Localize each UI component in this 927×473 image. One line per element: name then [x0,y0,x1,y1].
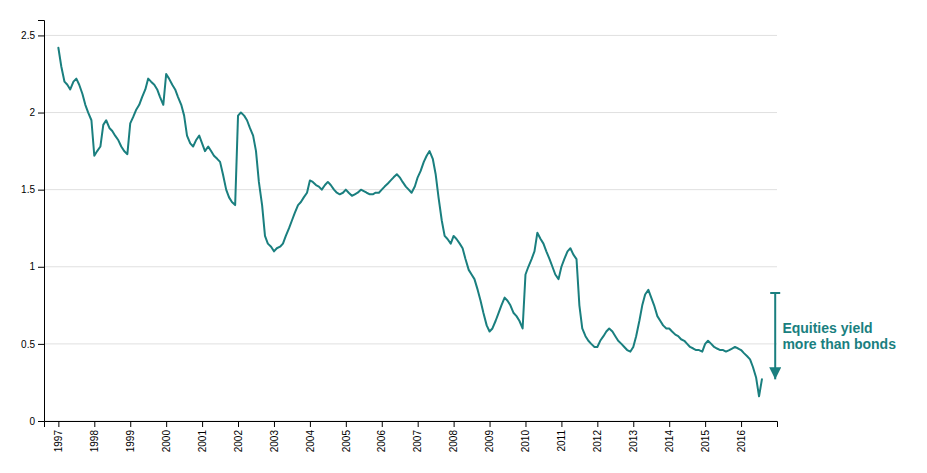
x-tick: 2016 [736,421,747,452]
y-tick: 0.5 [21,339,44,350]
x-tick: 2014 [664,421,675,452]
grid-line [44,112,777,113]
grid-line [44,343,777,344]
y-axis: 0 0.5 1 1.5 2 2.5 [21,21,44,427]
x-tick-mark [274,421,275,427]
plot: 1997 1998 1999 2000 2001 2002 2003 2004 2005 2006… [21,21,896,453]
x-tick-label: 2007 [412,430,423,453]
x-tick: 2001 [197,421,208,452]
x-tick-mark [633,421,634,427]
y-tick: 1 [29,261,44,272]
x-tick-mark [705,421,706,427]
annotation-bar [770,292,780,294]
y-tick-label: 0.5 [21,339,35,350]
x-tick: 2015 [700,421,711,452]
x-tick: 2005 [341,421,352,452]
x-tick: 2003 [269,421,280,452]
x-tick-mark [741,421,742,427]
x-tick-mark [525,421,526,427]
marks [58,48,762,397]
y-tick: 2.5 [21,30,44,41]
x-tick-label: 2004 [305,430,316,453]
x-tick-label: 1998 [89,430,100,453]
x-tick: 2000 [161,421,172,452]
y-tick-mark [38,421,44,422]
x-tick-label: 2011 [556,430,567,452]
x-tick-label: 2005 [341,430,352,453]
annotation-text: Equities yieldmore than bonds [782,320,896,353]
chart: 1997 1998 1999 2000 2001 2002 2003 2004 2005 2006… [0,0,927,473]
x-tick-label: 2000 [161,430,172,453]
x-tick: 2009 [484,421,495,452]
x-tick-label: 2016 [736,430,747,453]
x-tick-label: 1997 [53,430,64,453]
x-tick-mark [166,421,167,427]
x-tick: 2004 [305,421,316,452]
line [58,48,762,397]
x-tick-mark [490,421,491,427]
x-tick: 2007 [412,421,423,452]
y-tick-label: 2 [29,107,35,118]
annotation-arrow [774,293,776,379]
x-tick: 1997 [53,421,64,452]
x-tick: 2006 [376,421,387,452]
x-tick-label: 2002 [233,430,244,453]
x-tick-mark [454,421,455,427]
y-tick-label: 1.5 [21,184,35,195]
grid-line [44,189,777,190]
y-tick-mark [38,267,44,268]
x-tick: 1998 [89,421,100,452]
x-tick: 2013 [628,421,639,452]
x-tick-mark [130,421,131,427]
x-tick-label: 2003 [269,430,280,453]
x-tick-mark [669,421,670,427]
y-tick: 1.5 [21,184,44,195]
annotations: Equities yieldmore than bonds [770,293,896,379]
annotation-line: more than bonds [782,336,896,352]
x-tick-label: 2010 [520,430,531,453]
y-tick: 0 [29,416,44,427]
grid [44,35,777,421]
x-tick-mark [310,421,311,427]
x-tick-mark [597,421,598,427]
x-tick: 2010 [520,421,531,452]
y-tick-mark [38,35,44,36]
y-tick-label: 1 [29,261,35,272]
y-tick: 2 [29,107,44,118]
grid-line [44,266,777,267]
x-tick-label: 2001 [197,430,208,453]
x-tick: 2012 [592,421,603,452]
annotation-line: Equities yield [782,320,872,336]
x-tick-label: 2006 [376,430,387,453]
x-tick-mark [418,421,419,427]
x-tick-label: 2014 [664,430,675,453]
x-axis: 1997 1998 1999 2000 2001 2002 2003 2004 2005 2006… [45,421,778,452]
y-tick-mark [38,344,44,345]
y-tick-label: 2.5 [21,30,35,41]
x-tick: 2002 [233,421,244,452]
x-tick-label: 1999 [125,430,136,453]
x-tick-label: 2008 [448,430,459,453]
x-tick-label: 2012 [592,430,603,453]
y-tick-mark [38,190,44,191]
y-tick-label: 0 [29,416,35,427]
y-axis-line [38,21,45,422]
x-tick-label: 2015 [700,430,711,453]
x-tick-mark [202,421,203,427]
x-tick-label: 2009 [484,430,495,453]
x-tick: 2008 [448,421,459,452]
x-tick-mark [94,421,95,427]
x-tick: 2011 [556,421,567,452]
x-axis-line [45,422,778,428]
x-tick-mark [58,421,59,427]
grid-line [44,35,777,36]
y-tick-mark [38,113,44,114]
x-tick-mark [238,421,239,427]
x-tick-mark [382,421,383,427]
x-tick-mark [346,421,347,427]
x-tick-label: 2013 [628,430,639,453]
x-tick-mark [561,421,562,427]
x-tick: 1999 [125,421,136,452]
